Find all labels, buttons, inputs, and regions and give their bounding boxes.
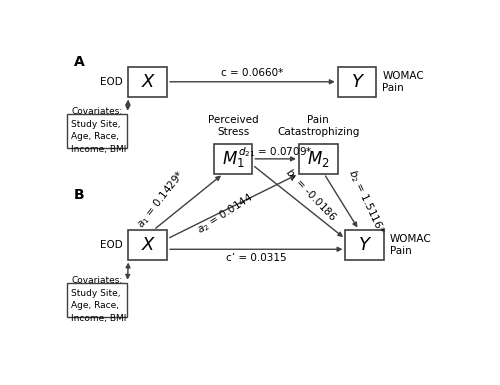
Text: WOMAC
Pain: WOMAC Pain — [382, 71, 424, 92]
Text: Covariates:
Study Site,
Age, Race,
Income, BMI: Covariates: Study Site, Age, Race, Incom… — [71, 276, 126, 323]
Text: Y: Y — [359, 236, 370, 254]
FancyBboxPatch shape — [128, 230, 167, 259]
Text: $d_{21}$ = 0.0709*: $d_{21}$ = 0.0709* — [238, 146, 313, 159]
FancyBboxPatch shape — [68, 114, 128, 148]
Text: X: X — [142, 236, 154, 254]
FancyBboxPatch shape — [68, 283, 128, 317]
Text: EOD: EOD — [100, 77, 122, 87]
Text: B: B — [74, 189, 85, 203]
Text: c’ = 0.0315: c’ = 0.0315 — [226, 253, 286, 263]
FancyBboxPatch shape — [338, 67, 376, 97]
Text: $M_1$: $M_1$ — [222, 149, 244, 169]
Text: $a_2$ = 0.0144: $a_2$ = 0.0144 — [194, 191, 256, 237]
Text: $b_2$ = 1.5116*: $b_2$ = 1.5116* — [346, 167, 388, 236]
Text: Covariates:
Study Site,
Age, Race,
Income, BMI: Covariates: Study Site, Age, Race, Incom… — [71, 107, 126, 154]
Text: $a_1$ = 0.1429*: $a_1$ = 0.1429* — [134, 167, 188, 231]
Text: EOD: EOD — [100, 240, 122, 250]
Text: Perceived
Stress: Perceived Stress — [208, 115, 258, 137]
Text: $b_1$ = -0.0186: $b_1$ = -0.0186 — [282, 165, 339, 224]
FancyBboxPatch shape — [346, 230, 384, 259]
Text: Y: Y — [352, 73, 362, 91]
Text: WOMAC
Pain: WOMAC Pain — [390, 234, 432, 256]
FancyBboxPatch shape — [299, 144, 338, 174]
Text: A: A — [74, 55, 85, 69]
FancyBboxPatch shape — [128, 67, 167, 97]
Text: Pain
Catastrophizing: Pain Catastrophizing — [277, 115, 359, 137]
Text: X: X — [142, 73, 154, 91]
Text: $M_2$: $M_2$ — [307, 149, 330, 169]
FancyBboxPatch shape — [214, 144, 252, 174]
Text: c = 0.0660*: c = 0.0660* — [221, 69, 284, 79]
